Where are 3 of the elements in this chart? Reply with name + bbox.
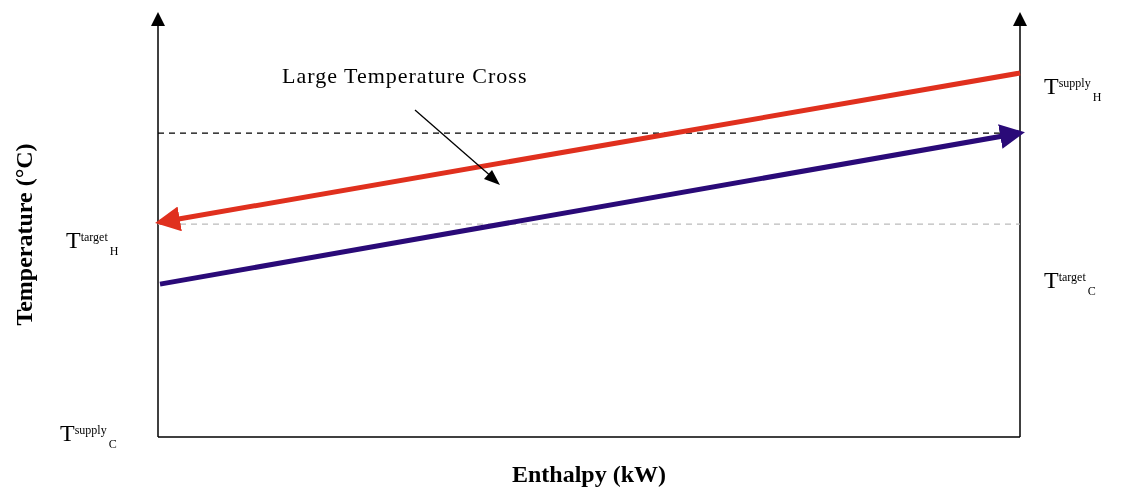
- x-axis-title: Enthalpy (kW): [511, 461, 667, 487]
- y-axis-title: Temperature (°C): [11, 143, 37, 326]
- annotation: Large Temperature Cross: [282, 63, 528, 88]
